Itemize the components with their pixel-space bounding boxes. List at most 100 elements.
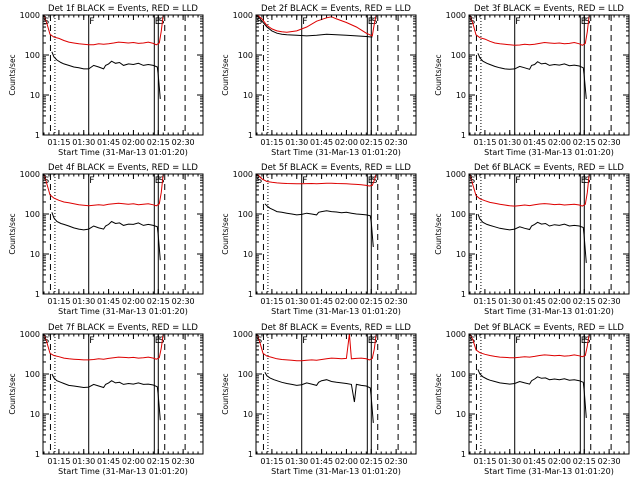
x-tick-label: 01:15 xyxy=(260,297,283,306)
x-tick-label: 02:00 xyxy=(122,138,145,147)
event-marker-e: E xyxy=(581,176,587,186)
event-marker-s: S xyxy=(159,17,165,27)
series-line-events xyxy=(51,51,161,99)
event-marker-s: S xyxy=(159,176,165,186)
y-tick-label: 1000 xyxy=(446,11,466,20)
x-tick-label: 02:00 xyxy=(548,457,571,466)
event-marker-e: E xyxy=(155,176,161,186)
series-line-events xyxy=(264,372,374,423)
x-tick-label: 02:15 xyxy=(147,297,170,306)
x-tick-label: 01:45 xyxy=(523,457,546,466)
x-tick-label: 02:15 xyxy=(573,457,596,466)
series-line-lld xyxy=(256,174,377,187)
y-axis-label: Counts/sec xyxy=(221,213,230,254)
x-tick-label: 02:15 xyxy=(360,297,383,306)
series-line-events xyxy=(51,212,161,261)
y-axis-label: Counts/sec xyxy=(8,54,17,95)
plot-frame xyxy=(468,173,630,295)
y-tick-label: 10 xyxy=(30,250,40,259)
plot-frame xyxy=(468,333,630,455)
x-tick-label: 01:45 xyxy=(523,138,546,147)
plot-frame xyxy=(468,14,630,136)
x-tick-label: 02:15 xyxy=(573,138,596,147)
y-axis-label: Counts/sec xyxy=(434,373,443,414)
y-tick-label: 1 xyxy=(248,290,253,299)
y-tick-label: 100 xyxy=(451,51,466,60)
y-tick-label: 10 xyxy=(243,410,253,419)
x-tick-label: 01:15 xyxy=(47,297,70,306)
x-axis-label: Start Time (31-Mar-13 01:01:20) xyxy=(484,307,614,316)
y-axis-label: Counts/sec xyxy=(221,54,230,95)
y-tick-label: 100 xyxy=(25,370,40,379)
x-axis-label: Start Time (31-Mar-13 01:01:20) xyxy=(58,148,188,157)
event-marker-f: F xyxy=(89,336,94,346)
chart-title: Det 5f BLACK = Events, RED = LLD xyxy=(261,163,411,173)
event-marker-s: S xyxy=(585,176,591,186)
x-axis-label: Start Time (31-Mar-13 01:01:20) xyxy=(484,467,614,476)
x-tick-label: 02:00 xyxy=(335,457,358,466)
y-tick-label: 10 xyxy=(456,91,466,100)
series-line-lld xyxy=(43,15,164,46)
x-tick-label: 02:00 xyxy=(548,297,571,306)
x-tick-label: 01:30 xyxy=(72,297,95,306)
series-line-events xyxy=(256,15,373,38)
y-tick-label: 10 xyxy=(243,91,253,100)
x-tick-label: 02:00 xyxy=(335,138,358,147)
x-tick-label: 01:15 xyxy=(47,138,70,147)
chart-title: Det 8f BLACK = Events, RED = LLD xyxy=(261,323,411,333)
chart-title: Det 3f BLACK = Events, RED = LLD xyxy=(474,4,624,14)
x-tick-label: 02:00 xyxy=(122,297,145,306)
y-tick-label: 1 xyxy=(461,450,466,459)
x-tick-label: 01:30 xyxy=(72,138,95,147)
chart-title: Det 6f BLACK = Events, RED = LLD xyxy=(474,163,624,173)
series-line-lld xyxy=(256,15,377,37)
series-line-events xyxy=(477,53,587,99)
x-tick-label: 01:30 xyxy=(498,297,521,306)
event-marker-s: S xyxy=(256,176,262,186)
x-tick-label: 01:30 xyxy=(285,297,308,306)
x-tick-label: 01:15 xyxy=(473,138,496,147)
x-axis-label: Start Time (31-Mar-13 01:01:20) xyxy=(58,307,188,316)
x-tick-label: 02:15 xyxy=(147,138,170,147)
x-tick-label: 02:30 xyxy=(385,297,408,306)
series-line-lld xyxy=(469,334,590,359)
y-tick-label: 100 xyxy=(451,370,466,379)
event-marker-s: S xyxy=(585,17,591,27)
y-tick-label: 1 xyxy=(35,450,40,459)
x-tick-label: 02:15 xyxy=(573,297,596,306)
event-marker-s: S xyxy=(372,176,378,186)
x-tick-label: 02:15 xyxy=(360,457,383,466)
plot-frame xyxy=(255,173,417,295)
y-axis-label: Counts/sec xyxy=(221,373,230,414)
y-tick-label: 100 xyxy=(238,51,253,60)
y-tick-label: 10 xyxy=(456,250,466,259)
x-tick-label: 01:30 xyxy=(285,457,308,466)
plot-frame xyxy=(42,14,204,136)
series-line-lld xyxy=(43,174,164,207)
x-axis-label: Start Time (31-Mar-13 01:01:20) xyxy=(484,148,614,157)
event-marker-e: E xyxy=(368,176,374,186)
x-tick-label: 02:30 xyxy=(385,138,408,147)
event-marker-e: E xyxy=(581,336,587,346)
y-tick-label: 100 xyxy=(25,210,40,219)
x-tick-label: 01:45 xyxy=(97,457,120,466)
x-axis-label: Start Time (31-Mar-13 01:01:20) xyxy=(271,307,401,316)
x-tick-label: 01:45 xyxy=(310,457,333,466)
x-tick-label: 02:15 xyxy=(147,457,170,466)
y-tick-label: 1 xyxy=(461,131,466,140)
plot-frame xyxy=(255,14,417,136)
x-tick-label: 02:15 xyxy=(360,138,383,147)
y-tick-label: 1000 xyxy=(20,170,40,179)
event-marker-f: F xyxy=(515,176,520,186)
y-axis-label: Counts/sec xyxy=(8,373,17,414)
chart-title: Det 7f BLACK = Events, RED = LLD xyxy=(48,323,198,333)
event-marker-s: S xyxy=(372,336,378,346)
y-tick-label: 10 xyxy=(30,410,40,419)
y-axis-label: Counts/sec xyxy=(8,213,17,254)
x-tick-label: 01:30 xyxy=(498,457,521,466)
event-marker-f: F xyxy=(302,336,307,346)
